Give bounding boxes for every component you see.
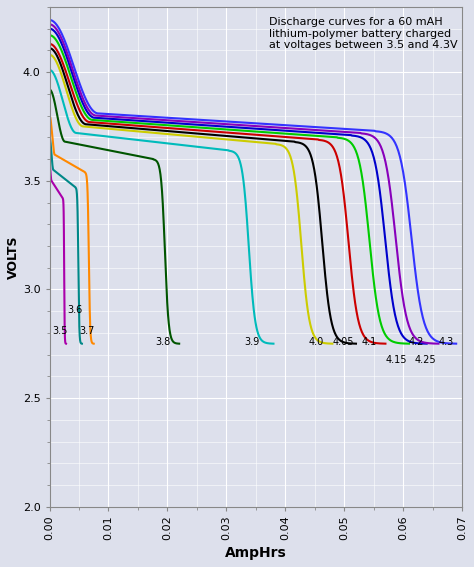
Text: 3.9: 3.9 — [244, 337, 259, 347]
Text: 4.05: 4.05 — [332, 337, 354, 347]
Text: 3.7: 3.7 — [79, 327, 94, 336]
Text: 4.3: 4.3 — [438, 337, 454, 347]
Y-axis label: VOLTS: VOLTS — [7, 235, 20, 278]
Text: 3.5: 3.5 — [53, 327, 68, 336]
Text: Discharge curves for a 60 mAH
lithium-polymer battery charged
at voltages betwee: Discharge curves for a 60 mAH lithium-po… — [269, 17, 458, 50]
Text: 4.2: 4.2 — [409, 337, 424, 347]
Text: 4.1: 4.1 — [362, 337, 377, 347]
Text: 3.8: 3.8 — [155, 337, 171, 347]
Text: 3.6: 3.6 — [67, 304, 82, 315]
Text: 4.15: 4.15 — [385, 354, 407, 365]
Text: 4.0: 4.0 — [309, 337, 324, 347]
X-axis label: AmpHrs: AmpHrs — [225, 546, 287, 560]
Text: 4.25: 4.25 — [415, 354, 437, 365]
